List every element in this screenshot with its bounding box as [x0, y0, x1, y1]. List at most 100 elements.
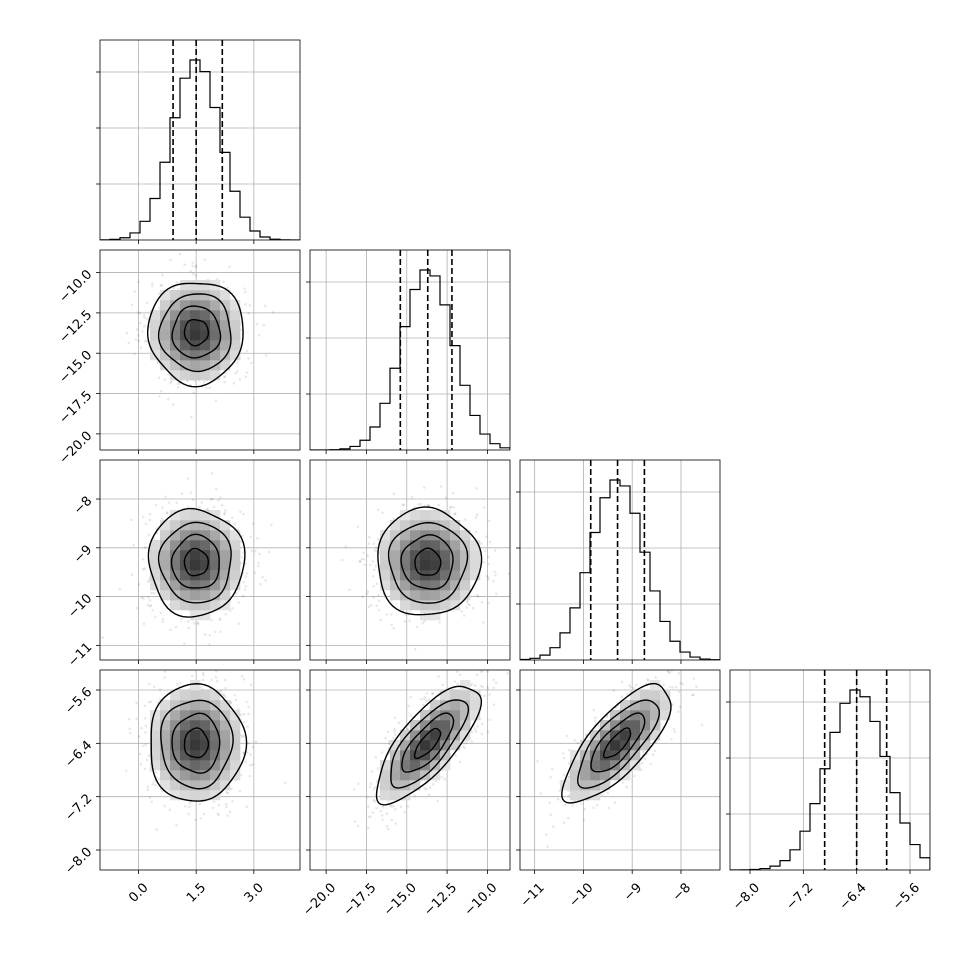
x-tick-label: 1.5: [184, 880, 209, 905]
sample-point: [243, 588, 247, 591]
density-cell: [210, 520, 221, 531]
sample-point: [487, 578, 490, 581]
density-cell: [420, 590, 431, 601]
sample-point: [419, 502, 423, 506]
density-cell: [400, 600, 411, 611]
density-cell: [470, 570, 481, 581]
sample-point: [352, 788, 356, 791]
density-cell: [190, 280, 201, 291]
density-cell: [440, 580, 451, 591]
sample-point: [127, 717, 131, 721]
sample-point: [237, 708, 240, 711]
sample-point: [341, 558, 344, 562]
sample-point: [247, 712, 250, 715]
density-cell: [420, 520, 431, 531]
density-cell: [190, 320, 201, 331]
sample-point: [367, 605, 371, 609]
density-cell: [460, 570, 471, 581]
sample-point: [125, 331, 129, 335]
sample-point: [161, 620, 164, 623]
sample-point: [263, 304, 267, 308]
density-cell: [460, 590, 471, 601]
sample-point: [431, 691, 434, 695]
density-cell: [190, 360, 201, 371]
contour-level: [377, 506, 483, 616]
density-cell: [200, 740, 211, 751]
sample-point: [392, 626, 396, 630]
density-cell: [180, 280, 191, 291]
sample-point: [261, 576, 264, 579]
density-cell: [190, 710, 201, 721]
density-cell: [210, 560, 221, 571]
density-cell: [160, 570, 171, 581]
density-cell: [200, 700, 211, 711]
density-cell: [230, 570, 241, 581]
sample-point: [376, 767, 380, 770]
density-cell: [160, 330, 171, 341]
sample-point: [216, 812, 220, 815]
sample-point: [406, 727, 410, 730]
sample-point: [438, 621, 441, 624]
y-tick-label: −12.5: [57, 308, 96, 347]
sample-point: [214, 630, 217, 634]
sample-point: [242, 551, 245, 554]
sample-point: [258, 552, 261, 556]
sample-point: [362, 558, 366, 561]
sample-point: [192, 391, 196, 395]
density-cell: [420, 540, 431, 551]
sample-point: [487, 602, 491, 605]
sample-point: [188, 801, 192, 805]
density-cell: [420, 600, 431, 611]
sample-point: [403, 810, 407, 814]
sample-point: [436, 799, 440, 803]
sample-point: [222, 694, 225, 697]
density-cell: [400, 540, 411, 551]
sample-point: [163, 670, 167, 673]
density-cell: [190, 530, 201, 541]
sample-point: [415, 625, 419, 629]
y-tick-label: −9: [71, 543, 95, 567]
sample-point: [178, 252, 182, 256]
sample-point: [423, 486, 426, 489]
sample-point: [374, 564, 378, 568]
sample-point: [226, 814, 229, 817]
density-cell: [210, 340, 221, 351]
density-cell: [170, 560, 181, 571]
y-tick-label: −15.0: [57, 348, 96, 387]
sample-point: [215, 487, 218, 491]
sample-point: [226, 791, 230, 795]
sample-point: [476, 595, 480, 598]
sample-point: [225, 805, 228, 809]
sample-point: [247, 312, 250, 315]
sample-point: [147, 595, 150, 599]
y-tick-label: −5.6: [62, 685, 95, 718]
sample-point: [372, 596, 375, 599]
sample-point: [142, 314, 146, 317]
density-cell: [210, 530, 221, 541]
sample-point: [143, 324, 146, 328]
sample-point: [236, 361, 239, 364]
density-cell: [410, 510, 421, 521]
density-cell: [400, 550, 411, 561]
density-cell: [180, 370, 191, 381]
density-cell: [390, 560, 401, 571]
scatter-panel-3-0: −8.0−7.2−6.4−5.60.0 1.5 3.0: [62, 669, 301, 906]
y-tick-label: −8: [71, 494, 95, 518]
density-cell: [150, 310, 161, 321]
density-cell: [400, 520, 411, 531]
density-cell: [170, 600, 181, 611]
sample-point: [212, 800, 216, 804]
sample-point: [233, 693, 236, 697]
sample-point: [462, 745, 465, 748]
sample-point: [247, 741, 250, 745]
density-cell: [170, 330, 181, 341]
contour-level: [160, 699, 234, 790]
density-cell: [150, 570, 161, 581]
sample-point: [148, 518, 152, 522]
sample-point: [222, 280, 225, 284]
density-cell: [380, 570, 391, 581]
density-cell: [450, 590, 461, 601]
y-tick-label: −10.0: [57, 267, 96, 306]
sample-point: [161, 617, 165, 621]
sample-point: [492, 579, 495, 583]
